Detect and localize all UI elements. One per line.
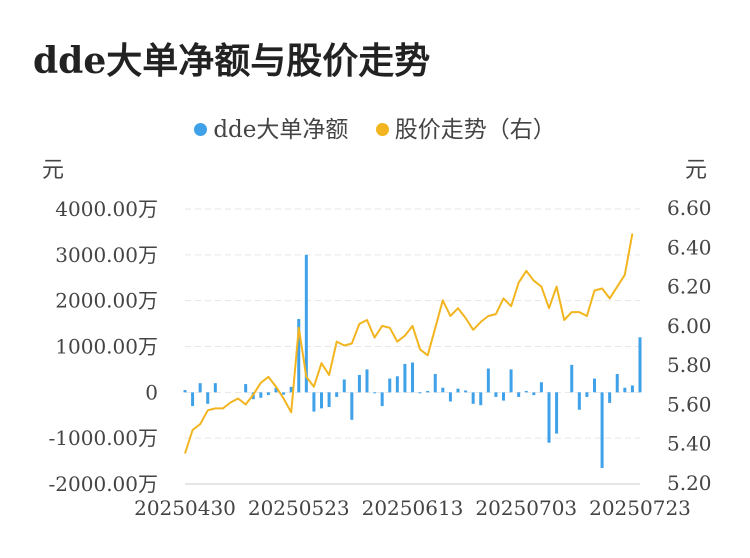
axes: 元 元 4000.00万 3000.00万 2000.00万 1000.00万 0 -10… <box>42 158 712 520</box>
bar-series-dde <box>183 254 642 468</box>
price-line <box>184 233 634 454</box>
dde-bar <box>342 379 346 393</box>
dde-bar <box>600 392 604 468</box>
left-axis-unit: 元 <box>42 158 64 183</box>
right-tick-label: 5.20 <box>667 471 712 495</box>
dde-bar <box>471 392 475 404</box>
left-tick-label: 0 <box>145 380 158 404</box>
dde-bar <box>547 392 551 443</box>
legend-label-dde: dde大单净额 <box>213 117 349 143</box>
right-tick-label: 6.20 <box>667 275 712 299</box>
dde-bar <box>198 383 202 393</box>
dde-bar <box>479 392 483 406</box>
dde-bar <box>213 383 217 393</box>
dde-bar <box>464 390 468 393</box>
dde-bar <box>266 392 270 396</box>
dde-bar <box>335 392 339 397</box>
dde-bar <box>539 382 543 393</box>
left-tick-label: 2000.00万 <box>55 289 158 313</box>
dde-bar <box>403 363 407 393</box>
x-tick-label: 20250613 <box>362 496 464 520</box>
dde-bar <box>615 374 619 393</box>
right-tick-label: 5.80 <box>667 353 712 377</box>
legend-dot-dde-icon <box>194 123 208 136</box>
dde-bar <box>206 392 210 404</box>
dde-bar <box>623 387 627 393</box>
dde-bar <box>456 388 460 393</box>
dde-bar <box>570 364 574 393</box>
dde-bar <box>395 376 399 393</box>
dde-bar <box>494 392 498 397</box>
x-tick-label: 20250723 <box>589 496 691 520</box>
dde-bar <box>244 384 248 393</box>
dde-bar <box>388 378 392 393</box>
dde-bar <box>426 390 430 393</box>
right-axis-unit: 元 <box>685 158 707 183</box>
dde-bar <box>502 392 505 401</box>
right-tick-label: 6.40 <box>667 235 712 259</box>
legend-item-dde[interactable]: dde大单净额 <box>194 110 348 144</box>
dde-bar <box>320 392 323 409</box>
x-tick-label: 20250523 <box>248 496 350 520</box>
dde-bar <box>373 392 377 394</box>
dde-bar <box>418 392 422 394</box>
dde-bar <box>441 387 445 393</box>
dde-bar <box>638 337 642 393</box>
left-tick-label: 3000.00万 <box>55 243 158 267</box>
dde-bar <box>191 392 195 407</box>
legend-label-price: 股价走势（右） <box>394 117 556 143</box>
grid-lines <box>185 208 640 485</box>
dde-bar <box>524 390 528 393</box>
legend-dot-price-icon <box>375 123 389 136</box>
right-tick-label: 5.60 <box>667 392 712 416</box>
left-tick-label: 1000.00万 <box>55 335 158 359</box>
right-tick-label: 6.00 <box>667 314 712 338</box>
dde-bar <box>509 369 513 393</box>
dde-bar <box>593 378 596 393</box>
dde-bar <box>357 374 361 393</box>
left-tick-label: -2000.00万 <box>49 472 158 496</box>
dde-bar <box>327 392 331 407</box>
dde-bar <box>289 386 293 393</box>
dde-bar <box>577 392 581 410</box>
dde-bar <box>312 392 316 412</box>
left-tick-label: 4000.00万 <box>55 197 158 221</box>
dde-bar <box>282 392 286 395</box>
dde-bar <box>183 390 187 393</box>
right-tick-label: 5.40 <box>667 432 712 456</box>
dde-bar <box>380 392 384 407</box>
x-tick-label: 20250703 <box>475 496 577 520</box>
left-tick-label: -1000.00万 <box>49 426 158 450</box>
dde-bar <box>517 392 521 397</box>
dde-bar <box>532 392 536 396</box>
dde-bar <box>365 369 369 393</box>
dde-bar <box>259 392 263 398</box>
dde-bar <box>608 392 612 403</box>
dde-bar <box>411 362 414 393</box>
line-series-price <box>184 233 634 454</box>
dde-bar <box>555 392 559 434</box>
dde-bar <box>350 392 354 420</box>
dde-bar <box>448 392 452 402</box>
right-tick-label: 6.60 <box>667 196 712 220</box>
dde-bar <box>486 368 490 393</box>
x-tick-label: 20250430 <box>134 496 236 520</box>
chart-title: dde大单净额与股价走势 <box>33 40 431 82</box>
dde-bar <box>433 374 437 393</box>
chart-legend: dde大单净额 股价走势（右） <box>0 110 750 144</box>
dde-bar <box>297 319 301 393</box>
dde-bar <box>274 387 278 393</box>
legend-item-price[interactable]: 股价走势（右） <box>375 110 556 144</box>
dde-bar <box>304 254 308 393</box>
dde-bar <box>630 385 634 393</box>
dde-bar <box>585 392 589 397</box>
